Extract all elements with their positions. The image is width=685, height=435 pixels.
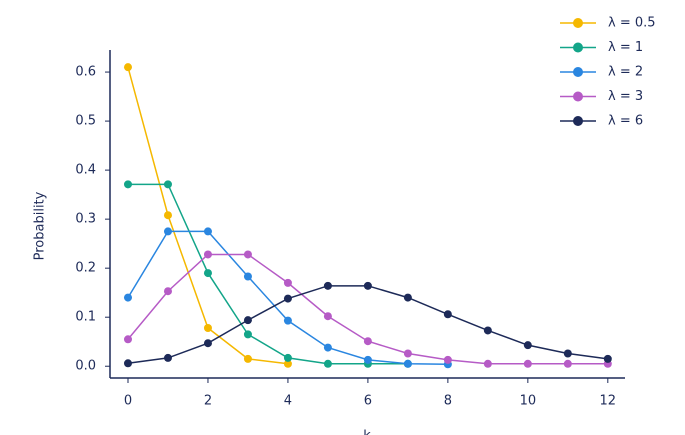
legend-marker	[573, 116, 583, 126]
data-point	[203, 227, 212, 236]
data-point	[123, 359, 132, 368]
data-point	[483, 326, 492, 335]
data-point	[523, 359, 532, 368]
data-point	[483, 359, 492, 368]
y-axis-label: Probability	[33, 191, 48, 260]
y-tick-label: 0.0	[75, 359, 96, 374]
data-point	[403, 359, 412, 368]
data-point	[603, 354, 612, 363]
data-point	[363, 337, 372, 346]
legend-marker	[573, 42, 583, 53]
y-tick-label: 0.3	[75, 212, 96, 227]
legend-marker	[573, 91, 583, 102]
x-axis-label: k	[363, 429, 371, 435]
series-line	[127, 285, 608, 365]
legend-label: λ = 1	[608, 40, 643, 55]
data-point	[283, 278, 292, 287]
data-point	[283, 359, 292, 368]
data-point	[443, 355, 452, 364]
data-point	[163, 353, 172, 362]
data-point	[363, 281, 372, 290]
data-point	[243, 272, 252, 281]
x-tick-label: 12	[600, 394, 617, 409]
data-point	[323, 281, 332, 290]
data-point	[523, 341, 532, 350]
data-point	[403, 349, 412, 358]
y-tick-label: 0.1	[75, 310, 96, 325]
data-point	[203, 250, 212, 259]
legend-label: λ = 3	[608, 89, 643, 104]
data-point	[123, 293, 132, 302]
data-point	[443, 310, 452, 319]
data-point	[163, 211, 172, 220]
legend-label: λ = 0.5	[608, 16, 656, 31]
data-point	[283, 316, 292, 325]
x-tick-label: 6	[364, 394, 372, 409]
legend-marker	[573, 67, 583, 77]
data-point	[123, 335, 132, 344]
data-point	[243, 354, 252, 363]
data-point	[283, 294, 292, 303]
x-tick-label: 10	[520, 394, 537, 409]
data-point	[403, 293, 412, 302]
data-point	[163, 227, 172, 236]
y-tick-label: 0.4	[75, 163, 96, 178]
data-point	[363, 355, 372, 364]
data-point	[323, 343, 332, 352]
data-point	[163, 287, 172, 296]
x-tick-label: 4	[284, 394, 292, 409]
legend-label: λ = 2	[608, 65, 643, 80]
data-point	[123, 180, 132, 189]
x-tick-label: 0	[124, 394, 132, 409]
legend-label: λ = 6	[608, 114, 643, 129]
x-tick-label: 8	[444, 394, 452, 409]
data-point	[203, 323, 212, 332]
data-point	[563, 359, 572, 368]
data-point	[323, 312, 332, 321]
data-point	[323, 359, 332, 368]
data-point	[123, 63, 132, 72]
legend-marker	[573, 18, 583, 28]
data-point	[563, 349, 572, 358]
data-point	[203, 269, 212, 278]
y-tick-label: 0.5	[75, 114, 96, 129]
data-point	[163, 180, 172, 189]
data-point	[243, 330, 252, 339]
data-point	[243, 250, 252, 259]
data-point	[203, 339, 212, 348]
y-tick-label: 0.2	[75, 261, 96, 276]
x-tick-label: 2	[204, 394, 212, 409]
series-line	[127, 66, 289, 365]
y-tick-label: 0.6	[75, 65, 96, 80]
data-point	[283, 353, 292, 362]
data-point	[243, 316, 252, 325]
series-line	[127, 183, 408, 365]
